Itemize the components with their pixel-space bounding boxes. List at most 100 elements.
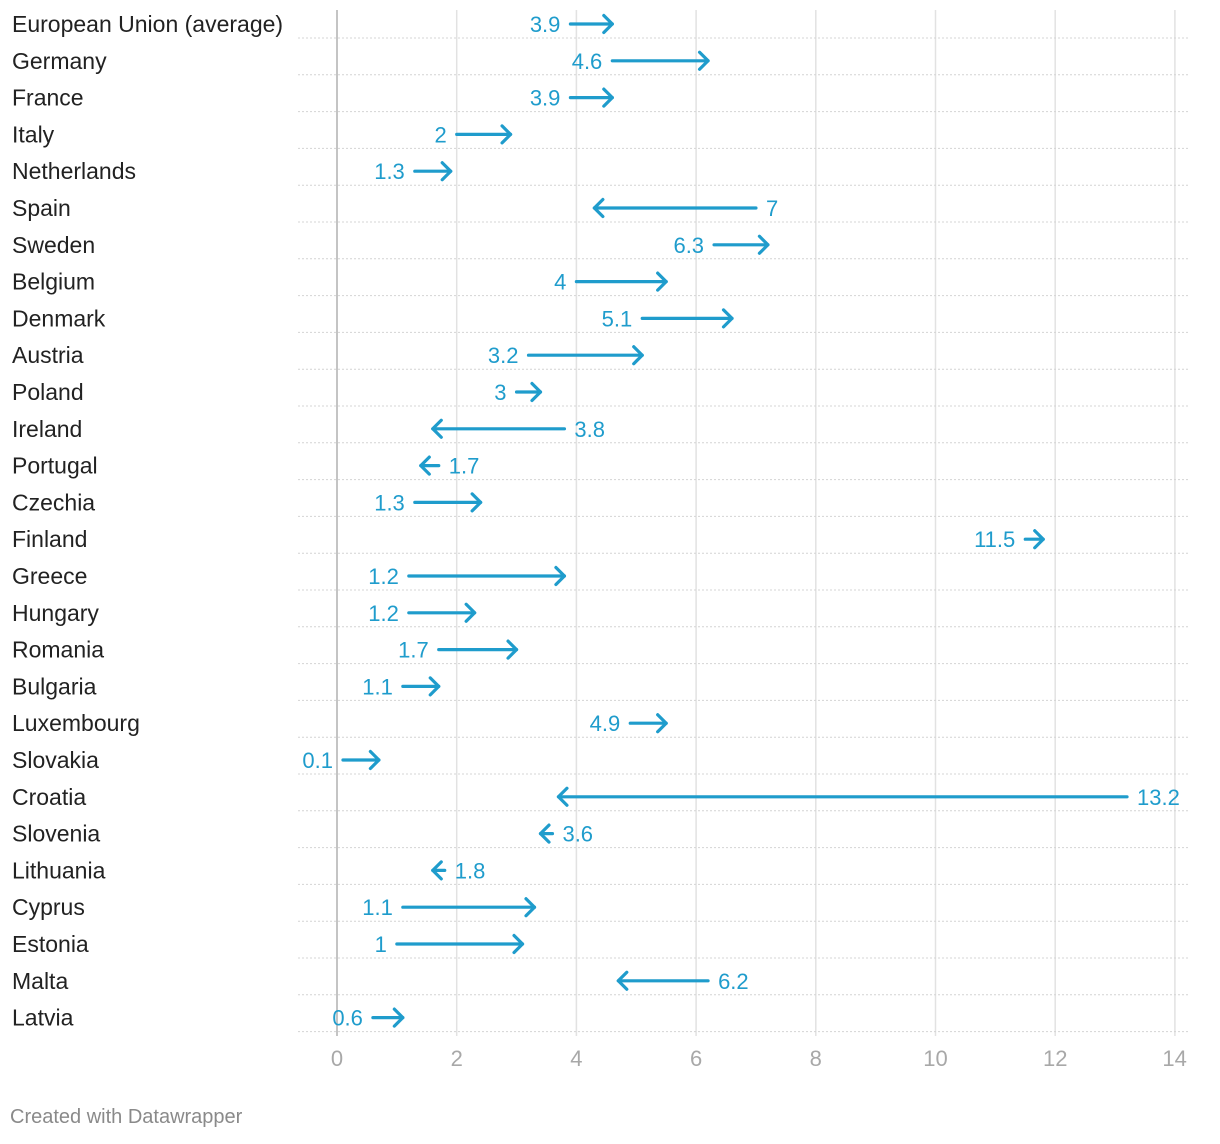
arrow	[437, 639, 519, 660]
arrow	[592, 197, 758, 219]
country-label: Hungary	[12, 600, 99, 626]
country-label: Romania	[12, 637, 104, 663]
grid-lines	[336, 10, 1176, 1036]
arrow	[628, 713, 668, 734]
value-label: 4	[554, 270, 566, 295]
country-label: Croatia	[12, 784, 86, 810]
arrow	[610, 50, 710, 71]
country-label: Malta	[12, 968, 68, 994]
country-label: Greece	[12, 563, 87, 589]
value-label: 1.7	[449, 454, 480, 479]
country-label: France	[12, 85, 84, 111]
arrow	[640, 308, 734, 329]
value-label: 1.1	[362, 895, 393, 920]
country-label: European Union (average)	[12, 11, 283, 37]
x-tick-label: 10	[923, 1046, 947, 1071]
value-label: 4.9	[590, 711, 621, 736]
arrow	[526, 345, 644, 366]
country-label: Estonia	[12, 931, 89, 957]
arrow-head	[512, 933, 525, 955]
country-label: Sweden	[12, 232, 95, 258]
country-label: Cyprus	[12, 894, 85, 920]
arrow-head	[464, 602, 477, 623]
value-label: 1.7	[398, 638, 429, 663]
country-label: Portugal	[12, 453, 98, 479]
arrow-head	[500, 124, 513, 145]
value-label: 3.6	[562, 822, 593, 847]
arrow	[419, 455, 441, 476]
arrow-head	[656, 271, 668, 292]
arrow-head	[392, 1007, 405, 1028]
value-label: 3	[494, 380, 506, 405]
arrow-head	[470, 492, 483, 513]
x-tick-label: 0	[331, 1046, 343, 1071]
arrows	[341, 13, 1129, 1028]
country-label: Lithuania	[12, 857, 106, 883]
value-label: 1.1	[362, 674, 393, 699]
value-label: 7	[766, 196, 778, 221]
value-label: 5.1	[602, 306, 633, 331]
value-label: 4.6	[572, 49, 603, 74]
arrow-head	[524, 897, 537, 918]
arrow-head	[431, 418, 443, 439]
country-label: Germany	[12, 48, 107, 74]
x-tick-label: 14	[1162, 1046, 1186, 1071]
row-dotted-lines	[298, 37, 1188, 1033]
arrow-head	[431, 860, 443, 881]
value-label: 1.3	[374, 490, 405, 515]
country-label: Belgium	[12, 269, 95, 295]
arrow	[371, 1007, 405, 1028]
arrow	[568, 13, 614, 35]
arrow-head	[428, 676, 441, 697]
value-label: 3.2	[488, 343, 519, 368]
value-label: 3.9	[530, 12, 561, 37]
arrow-head	[602, 87, 614, 108]
value-labels: 3.9 4.6 3.9 2 1.3 7 6.3 4 5.1 3.2 3 3.8 1.7 1.3 11.5 1.…	[302, 12, 1179, 1031]
arrow	[413, 161, 453, 182]
arrow	[538, 823, 555, 844]
x-tick-label: 2	[451, 1046, 463, 1071]
arrow	[455, 124, 513, 145]
country-labels: European Union (average) Germany France Ita…	[12, 11, 283, 1031]
arrow-head	[554, 565, 567, 587]
value-label: 3.8	[574, 417, 605, 442]
arrow	[431, 860, 447, 881]
value-label: 1.8	[455, 858, 486, 883]
arrow	[431, 418, 567, 439]
country-label: Finland	[12, 526, 87, 552]
country-label: Slovenia	[12, 821, 100, 847]
value-label: 1.3	[374, 159, 405, 184]
country-label: Czechia	[12, 489, 95, 515]
arrow-head	[616, 970, 629, 991]
arrow	[514, 381, 543, 403]
arrow-head	[656, 713, 668, 734]
arrow	[1023, 529, 1045, 550]
value-label: 13.2	[1137, 785, 1180, 810]
arrow	[616, 970, 710, 991]
arrow	[401, 897, 537, 918]
country-label: Slovakia	[12, 747, 99, 773]
value-label: 11.5	[974, 527, 1015, 552]
arrow-head	[1033, 529, 1045, 550]
arrow	[395, 933, 525, 955]
value-label: 1.2	[368, 564, 399, 589]
arrow-head	[556, 786, 569, 807]
country-label: Austria	[12, 342, 84, 368]
arrow	[413, 492, 483, 513]
arrow	[401, 676, 441, 697]
arrow-head	[602, 13, 614, 35]
country-label: Luxembourg	[12, 710, 140, 736]
arrow-head	[592, 197, 605, 219]
x-axis: 0 2 4 6 8 10 12 14	[331, 1046, 1187, 1071]
country-label: Italy	[12, 121, 55, 147]
value-label: 0.1	[302, 748, 333, 773]
x-tick-label: 6	[690, 1046, 702, 1071]
arrow-head	[506, 639, 519, 660]
arrow	[407, 602, 477, 623]
value-label: 0.6	[332, 1006, 363, 1031]
credit-text: Created with Datawrapper	[10, 1106, 243, 1128]
arrow	[556, 786, 1129, 807]
arrow	[712, 234, 770, 255]
arrow-head	[538, 823, 551, 844]
value-label: 1	[375, 932, 387, 957]
